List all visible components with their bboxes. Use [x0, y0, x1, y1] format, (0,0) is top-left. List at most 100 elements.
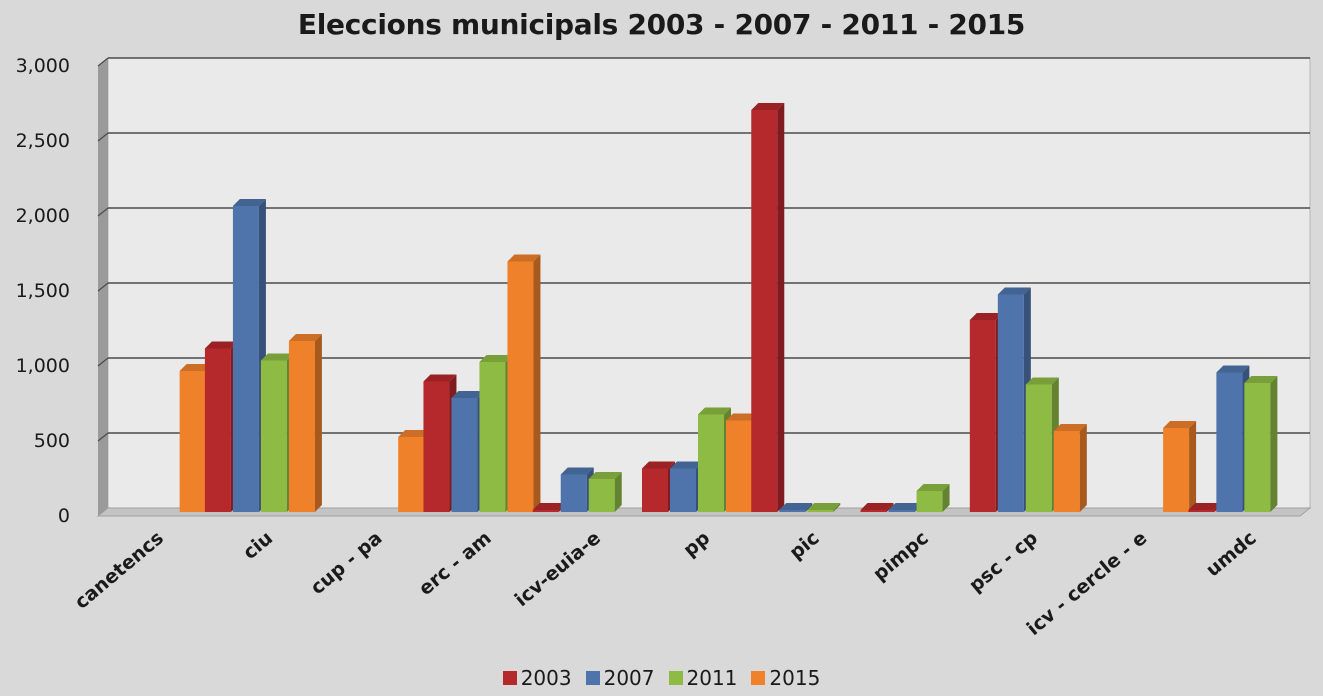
- bar-2015-5: [726, 420, 752, 512]
- bar-2007-8: [997, 294, 1024, 512]
- bar-top: [916, 484, 950, 491]
- y-tick-label: 1,500: [16, 280, 70, 302]
- bar-top: [779, 503, 813, 510]
- chart-title: Eleccions municipals 2003 - 2007 - 2011 …: [297, 8, 1026, 41]
- bar-2015-0: [179, 371, 206, 512]
- bar-2015-8: [1053, 431, 1080, 512]
- bar-top: [698, 407, 731, 415]
- bar-top: [1216, 365, 1250, 373]
- bar-2015-3: [507, 261, 534, 512]
- bar-top: [232, 199, 266, 206]
- bar-top: [670, 461, 703, 469]
- bar-top: [751, 103, 785, 110]
- legend-swatch: [502, 671, 517, 685]
- bar-side: [942, 484, 950, 512]
- bar-2011-4: [588, 479, 615, 512]
- bar-2007-4: [560, 474, 587, 512]
- bar-top: [588, 472, 622, 479]
- bar-2015-9: [1163, 428, 1190, 512]
- x-tick-label: canetencs: [71, 527, 168, 614]
- legend-item: 2011: [668, 666, 737, 690]
- bar-side: [777, 103, 785, 512]
- gridline-side: [97, 282, 109, 292]
- bar-2003-1: [204, 348, 231, 512]
- bar-2003-8: [969, 320, 996, 512]
- bar-top: [642, 461, 675, 469]
- x-tick-label: icv - cercle - e: [1023, 527, 1152, 640]
- bar-top: [560, 467, 594, 475]
- bar-2003-5: [642, 468, 668, 512]
- bar-top: [1163, 421, 1197, 428]
- bar-top: [969, 313, 1003, 320]
- bar-2011-10: [1244, 383, 1271, 512]
- legend-swatch: [668, 671, 683, 685]
- bar-top: [288, 334, 322, 341]
- bar-2015-1: [288, 341, 315, 512]
- chart-legend: 2003 2007 2011 2015: [0, 666, 1323, 690]
- bar-top: [860, 503, 894, 510]
- x-tick-label: pic: [785, 527, 823, 564]
- bar-top: [1188, 503, 1222, 510]
- bar-side: [1189, 421, 1197, 512]
- legend-swatch: [751, 671, 766, 685]
- bar-top: [1025, 377, 1059, 385]
- bar-top: [888, 503, 922, 510]
- x-tick-label: erc - am: [415, 527, 496, 600]
- bar-2011-1: [260, 360, 287, 512]
- bar-top: [260, 353, 294, 361]
- bar-2011-7: [916, 491, 943, 512]
- bar-2011-6: [807, 510, 834, 512]
- bar-2003-7: [860, 510, 887, 512]
- bar-2003-6: [751, 110, 778, 512]
- y-tick-label: 0: [58, 505, 70, 527]
- bar-2011-8: [1025, 384, 1052, 512]
- bar-side: [886, 503, 894, 512]
- bar-2007-7: [888, 510, 915, 512]
- bar-side: [1079, 424, 1087, 512]
- legend-label: 2007: [603, 666, 655, 690]
- bar-2011-3: [479, 362, 506, 512]
- bar-top: [398, 430, 432, 437]
- legend-label: 2003: [520, 666, 572, 690]
- legend-label: 2015: [769, 666, 821, 690]
- bar-top: [1244, 376, 1278, 383]
- x-tick-label: icv-euia-e: [511, 527, 605, 611]
- bar-2007-1: [232, 206, 259, 512]
- bar-top: [423, 374, 457, 382]
- x-tick-label: umdc: [1202, 527, 1261, 581]
- gridline-side: [97, 357, 109, 367]
- gridline-side: [97, 132, 109, 142]
- bar-top: [179, 364, 213, 371]
- bar-side: [314, 334, 322, 512]
- legend-item: 2007: [585, 666, 655, 690]
- bar-side: [614, 472, 622, 512]
- bar-2007-10: [1216, 372, 1243, 512]
- bar-top: [451, 391, 485, 398]
- bar-top: [1053, 424, 1087, 431]
- bar-side: [1270, 376, 1278, 512]
- x-tick-label: psc - cp: [965, 527, 1042, 597]
- bar-top: [204, 341, 238, 349]
- x-tick-label: cup - pa: [306, 527, 386, 599]
- bar-2015-2: [398, 437, 425, 512]
- x-tick-label: pimpc: [869, 527, 933, 585]
- bar-2007-3: [451, 398, 478, 512]
- x-tick-label: ciu: [239, 527, 277, 564]
- bar-top: [507, 254, 541, 262]
- bar-side: [833, 503, 841, 512]
- bar-top: [997, 287, 1031, 295]
- legend-swatch: [585, 671, 600, 685]
- bar-2007-6: [779, 510, 806, 512]
- y-tick-label: 500: [34, 430, 70, 452]
- bar-2003-10: [1188, 510, 1215, 512]
- bar-top: [726, 413, 759, 421]
- bar-side: [533, 254, 541, 512]
- bar-2003-4: [532, 510, 559, 512]
- legend-item: 2003: [502, 666, 572, 690]
- bar-top: [807, 503, 841, 510]
- bar-2007-5: [670, 468, 696, 512]
- bar-2003-3: [423, 381, 450, 512]
- bar-side: [805, 503, 813, 512]
